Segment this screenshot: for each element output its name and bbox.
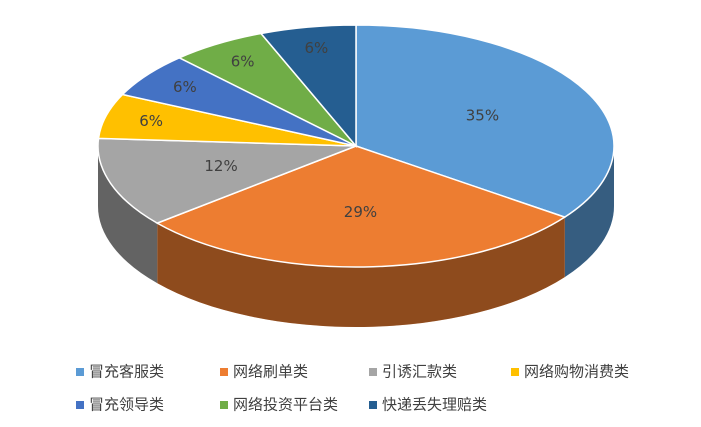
legend-marker <box>220 368 228 376</box>
pie-side-shade <box>157 217 565 327</box>
legend-label: 快递丢失理赔类 <box>382 396 487 414</box>
data-label: 6% <box>173 78 197 96</box>
pie-side <box>157 217 565 327</box>
data-label: 6% <box>231 53 255 71</box>
legend-label: 网络刷单类 <box>233 363 308 381</box>
legend-label: 冒充领导类 <box>89 396 164 414</box>
pie-slice <box>355 24 615 218</box>
legend-marker <box>76 368 84 376</box>
data-label: 6% <box>139 112 163 130</box>
legend-marker <box>369 401 377 409</box>
legend-marker <box>76 401 84 409</box>
pie-slice <box>155 145 567 268</box>
pie-slice <box>97 137 357 224</box>
data-label: 12% <box>204 157 237 175</box>
data-label: 35% <box>466 106 499 124</box>
legend-label: 网络投资平台类 <box>233 396 338 414</box>
data-label: 6% <box>304 39 328 57</box>
legend-label: 网络购物消费类 <box>524 363 629 381</box>
pie-side-shade <box>98 146 158 284</box>
legend-marker <box>369 368 377 376</box>
legend-marker <box>220 401 228 409</box>
data-label: 29% <box>344 203 377 221</box>
legend-marker <box>511 368 519 376</box>
pie-side <box>564 146 614 278</box>
pie-side <box>98 146 158 284</box>
pie-side-shade <box>564 146 614 278</box>
legend-label: 冒充客服类 <box>89 363 164 381</box>
legend-label: 引诱汇款类 <box>382 363 457 381</box>
pie-slice <box>259 24 357 149</box>
